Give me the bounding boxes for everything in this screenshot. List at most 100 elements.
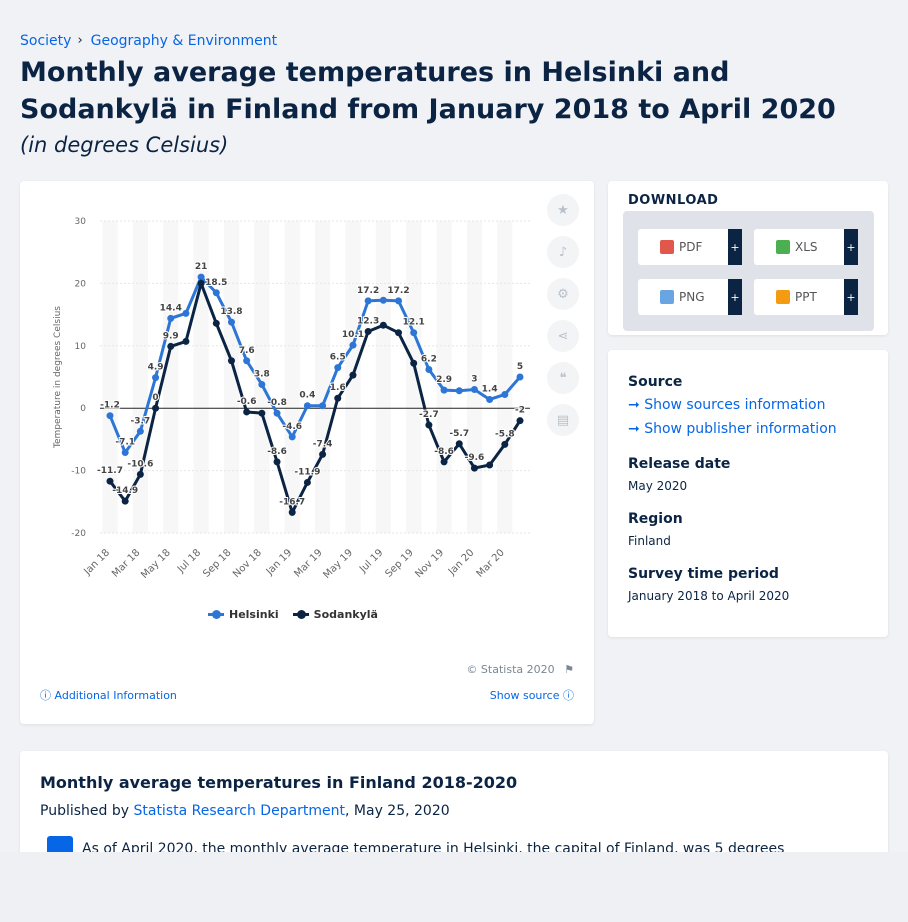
legend-marker-sodankyla xyxy=(292,610,309,619)
download-card: DOWNLOAD PDF + XLS + PNG + PPT + xyxy=(608,181,888,335)
xls-icon xyxy=(776,240,790,254)
data-point xyxy=(227,318,235,326)
plus-icon[interactable]: + xyxy=(728,279,742,315)
download-pdf-button[interactable]: PDF + xyxy=(638,229,742,265)
additional-info-link[interactable]: ⓘ Additional Information xyxy=(40,687,177,703)
data-label: 0.4 xyxy=(299,391,315,401)
chart-band xyxy=(284,221,300,533)
data-point xyxy=(106,477,114,485)
data-point xyxy=(455,440,463,448)
chart-copyright[interactable]: © Statista 2020 ⚑ xyxy=(466,663,574,676)
chart-band xyxy=(163,221,179,533)
arrow-right-icon: ➞ xyxy=(628,421,645,437)
legend-marker-helsinki xyxy=(208,610,224,619)
data-point xyxy=(455,387,463,395)
chart-action-toolbar: ★ ♪ ⚙ ⋖ ❝ ▤ xyxy=(547,194,581,446)
chart-band xyxy=(497,221,513,533)
data-label: -8.6 xyxy=(267,447,287,457)
data-label: -0.8 xyxy=(267,398,287,408)
breadcrumb-geography[interactable]: Geography & Environment xyxy=(90,33,278,49)
download-xls-label: XLS xyxy=(795,240,818,254)
publisher-link[interactable]: Statista Research Department xyxy=(133,803,346,819)
data-point xyxy=(106,412,114,420)
data-label: 6.2 xyxy=(421,355,437,365)
print-icon[interactable]: ▤ xyxy=(547,404,579,436)
data-point xyxy=(364,297,372,305)
show-sources-label: Show sources information xyxy=(644,397,826,413)
download-png-label: PNG xyxy=(679,290,705,304)
y-tick-label: 10 xyxy=(75,342,87,352)
download-xls-button[interactable]: XLS + xyxy=(754,229,858,265)
data-point xyxy=(395,297,403,305)
data-point xyxy=(182,309,190,317)
data-label: 18.5 xyxy=(205,278,227,288)
chart-band xyxy=(406,221,422,533)
data-label: -7.4 xyxy=(313,439,333,449)
data-point xyxy=(288,508,296,516)
x-tick-label: Jan 20 xyxy=(446,547,477,578)
data-point xyxy=(167,314,175,322)
data-label: -1.2 xyxy=(100,401,120,411)
x-tick-label: Nov 18 xyxy=(231,547,264,580)
data-label: 5 xyxy=(517,362,523,372)
data-point xyxy=(243,408,251,416)
legend-item-helsinki[interactable]: Helsinki xyxy=(208,608,279,621)
data-point xyxy=(349,341,357,349)
show-sources-link[interactable]: ➞ Show sources information xyxy=(628,397,825,413)
bell-icon[interactable]: ♪ xyxy=(547,236,579,268)
chart-band xyxy=(254,221,270,533)
download-button-group: PDF + XLS + PNG + PPT + xyxy=(623,211,874,331)
data-point xyxy=(136,470,144,478)
star-icon[interactable]: ★ xyxy=(547,194,579,226)
data-point xyxy=(258,409,266,417)
plus-icon[interactable]: + xyxy=(844,229,858,265)
data-label: -3.7 xyxy=(131,416,151,426)
data-point xyxy=(410,329,418,337)
y-tick-label: -20 xyxy=(71,529,86,539)
x-tick-label: Sep 19 xyxy=(383,547,415,579)
x-tick-label: Mar 18 xyxy=(110,547,142,579)
plus-icon[interactable]: + xyxy=(844,279,858,315)
quote-icon[interactable]: ❝ xyxy=(547,362,579,394)
data-label: -4.6 xyxy=(282,422,302,432)
data-point xyxy=(319,402,327,410)
breadcrumb-society[interactable]: Society xyxy=(20,33,72,49)
data-point xyxy=(212,319,220,327)
data-point xyxy=(470,385,478,393)
data-point xyxy=(486,395,494,403)
gear-icon[interactable]: ⚙ xyxy=(547,278,579,310)
data-point xyxy=(121,449,129,457)
data-label: 1.6 xyxy=(330,383,346,393)
legend-item-sodankyla[interactable]: Sodankylä xyxy=(292,608,378,621)
footer-bar xyxy=(0,852,908,922)
data-label: -14.9 xyxy=(112,486,138,496)
download-png-button[interactable]: PNG + xyxy=(638,279,742,315)
data-label: 0 xyxy=(152,393,158,403)
release-date-label: Release date xyxy=(628,456,731,472)
data-point xyxy=(303,402,311,410)
show-publisher-link[interactable]: ➞ Show publisher information xyxy=(628,421,837,437)
survey-period-value: January 2018 to April 2020 xyxy=(628,589,790,603)
data-point xyxy=(395,329,403,337)
data-point xyxy=(319,450,327,458)
download-ppt-button[interactable]: PPT + xyxy=(754,279,858,315)
page-title: Monthly average temperatures in Helsinki… xyxy=(20,57,836,125)
chart-band xyxy=(102,221,118,533)
plus-icon[interactable]: + xyxy=(728,229,742,265)
data-label: 12.3 xyxy=(357,316,379,326)
data-label: -0.6 xyxy=(237,397,257,407)
data-point xyxy=(273,458,281,466)
data-point xyxy=(379,296,387,304)
data-point xyxy=(152,404,160,412)
article-date: , May 25, 2020 xyxy=(345,803,450,819)
data-label: 17.2 xyxy=(357,286,379,296)
data-label: 1.4 xyxy=(482,384,498,394)
show-source-link[interactable]: Show source ⓘ xyxy=(490,687,574,703)
share-icon[interactable]: ⋖ xyxy=(547,320,579,352)
region-value: Finland xyxy=(628,534,671,548)
x-tick-label: Mar 19 xyxy=(292,547,324,579)
info-icon: ⓘ xyxy=(563,689,574,702)
page-subtitle: (in degrees Celsius) xyxy=(20,133,229,157)
breadcrumb-separator-icon: › xyxy=(77,33,83,48)
data-point xyxy=(425,421,433,429)
